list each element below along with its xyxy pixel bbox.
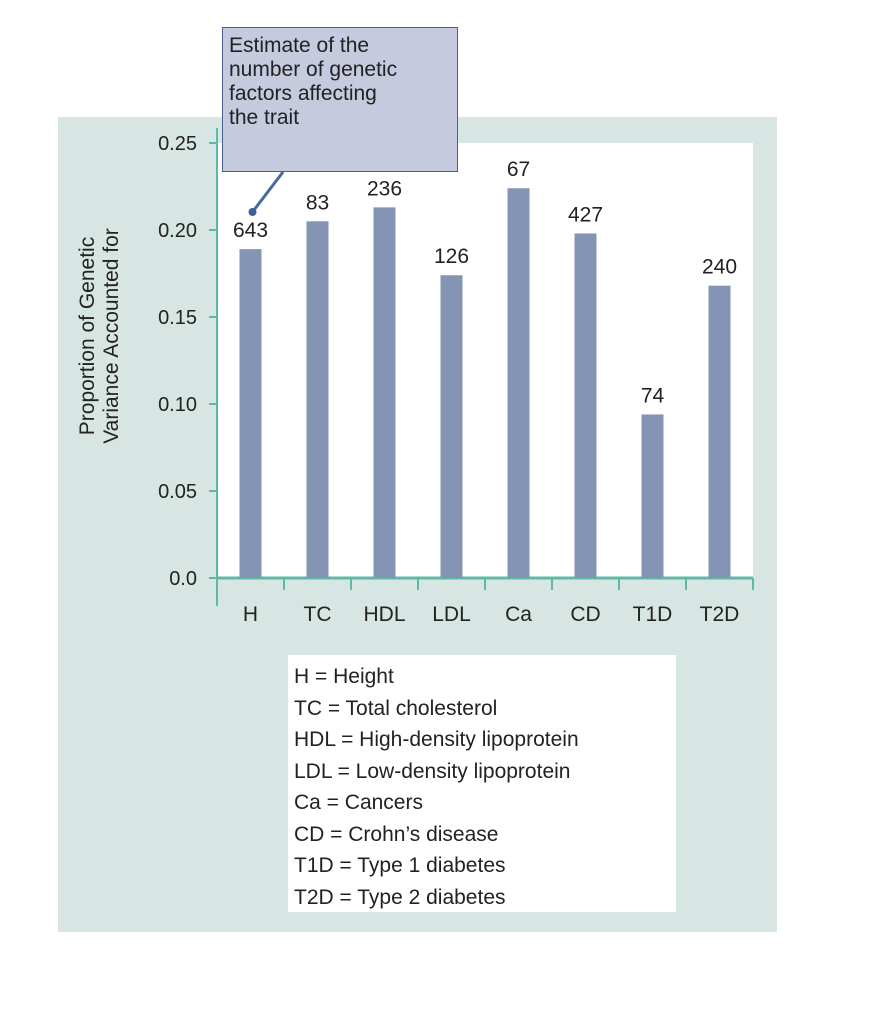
y-tick-label: 0.20 xyxy=(158,220,197,242)
y-tick-label: 0.05 xyxy=(158,481,197,503)
x-tick-label: TC xyxy=(304,603,332,626)
annotation-line: factors affecting xyxy=(229,82,377,105)
legend: H = Height TC = Total cholesterol HDL = … xyxy=(288,655,676,912)
bar-t2d xyxy=(708,285,731,578)
bar-value-label: 83 xyxy=(306,191,329,214)
legend-item: T2D = Type 2 diabetes xyxy=(294,885,506,909)
bar-value-label: 74 xyxy=(641,384,665,407)
bar-value-label: 126 xyxy=(434,245,469,268)
legend-item: Ca = Cancers xyxy=(294,791,423,814)
bar-h xyxy=(239,249,262,578)
y-tick-label: 0.0 xyxy=(169,568,197,590)
y-tick-label: 0.15 xyxy=(158,307,197,329)
legend-item: H = Height xyxy=(294,665,394,688)
x-tick-label: H xyxy=(243,603,258,626)
annotation-line: number of genetic xyxy=(229,58,398,81)
x-tick-label: CD xyxy=(570,603,600,626)
bar-value-label: 427 xyxy=(568,203,603,226)
y-label-line: Proportion of Genetic xyxy=(76,236,99,436)
y-tick-label: 0.25 xyxy=(158,133,197,155)
y-label-line: Variance Accounted for xyxy=(100,228,123,444)
bar-t1d xyxy=(641,414,664,578)
bar-value-label: 236 xyxy=(367,177,402,200)
callout-pointer-dot xyxy=(248,208,257,216)
annotation-callout: Estimate of the number of genetic factor… xyxy=(222,27,458,172)
y-tick-label: 0.10 xyxy=(158,394,197,416)
y-axis-label: Proportion of Genetic Variance Accounted… xyxy=(76,176,124,496)
x-tick-label: HDL xyxy=(363,603,405,626)
bar-value-label: 643 xyxy=(233,219,268,242)
x-tick-label: T1D xyxy=(633,603,673,626)
legend-item: TC = Total cholesterol xyxy=(294,696,498,720)
callout-pointer xyxy=(251,171,285,213)
bar-hdl xyxy=(373,207,396,578)
annotation-line: Estimate of the xyxy=(229,34,370,57)
bar-ca xyxy=(507,188,530,579)
annotation-line: the trait xyxy=(229,106,300,129)
x-tick-label: Ca xyxy=(505,603,532,626)
bar-ldl xyxy=(440,275,463,578)
bar-tc xyxy=(306,221,329,579)
legend-item: CD = Crohn’s disease xyxy=(294,822,499,846)
legend-item: T1D = Type 1 diabetes xyxy=(294,854,506,877)
legend-item: HDL = High-density lipoprotein xyxy=(294,728,579,751)
bar-cd xyxy=(574,233,597,579)
plot-area xyxy=(217,143,753,578)
bar-value-label: 67 xyxy=(507,158,530,181)
x-tick-label: T2D xyxy=(700,603,740,626)
legend-item: LDL = Low-density lipoprotein xyxy=(294,759,571,783)
x-tick-label: LDL xyxy=(432,603,471,626)
bar-value-label: 240 xyxy=(702,256,737,279)
